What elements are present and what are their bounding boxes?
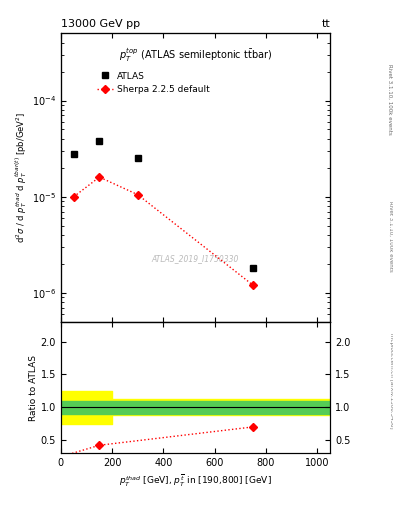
- Sherpa 2.2.5 default: [136, 191, 140, 198]
- ATLAS: [251, 265, 255, 271]
- Line: ATLAS: ATLAS: [70, 138, 257, 272]
- Text: mcplots.cern.ch [arXiv:1306.3436]: mcplots.cern.ch [arXiv:1306.3436]: [389, 333, 393, 429]
- Text: Rivet 3.1.10, 100k events: Rivet 3.1.10, 100k events: [389, 201, 393, 272]
- Text: $p_T^{top}$ (ATLAS semileptonic t$\bar{\mathrm{t}}$bar): $p_T^{top}$ (ATLAS semileptonic t$\bar{\…: [119, 46, 272, 64]
- Legend: ATLAS, Sherpa 2.2.5 default: ATLAS, Sherpa 2.2.5 default: [93, 68, 213, 98]
- Y-axis label: d$^2\sigma$ / d $p_T^{thad}$ d $p_T^{tbar(t)}$ [pb/GeV$^2$]: d$^2\sigma$ / d $p_T^{thad}$ d $p_T^{tba…: [13, 112, 29, 243]
- Sherpa 2.2.5 default: [97, 174, 102, 180]
- ATLAS: [72, 151, 76, 157]
- Text: Rivet 3.1.10, 100k events: Rivet 3.1.10, 100k events: [387, 63, 392, 134]
- Line: Sherpa 2.2.5 default: Sherpa 2.2.5 default: [71, 174, 256, 288]
- X-axis label: $p_T^{thad}$ [GeV], $p_T^{\overline{t}}$ in [190,800] [GeV]: $p_T^{thad}$ [GeV], $p_T^{\overline{t}}$…: [119, 472, 272, 488]
- Sherpa 2.2.5 default: [251, 282, 255, 288]
- ATLAS: [97, 138, 102, 144]
- Y-axis label: Ratio to ATLAS: Ratio to ATLAS: [29, 354, 38, 420]
- Sherpa 2.2.5 default: [72, 194, 76, 200]
- Text: 13000 GeV pp: 13000 GeV pp: [61, 19, 140, 29]
- Text: ATLAS_2019_I1750330: ATLAS_2019_I1750330: [152, 254, 239, 263]
- Text: tt: tt: [321, 19, 330, 29]
- ATLAS: [136, 155, 140, 161]
